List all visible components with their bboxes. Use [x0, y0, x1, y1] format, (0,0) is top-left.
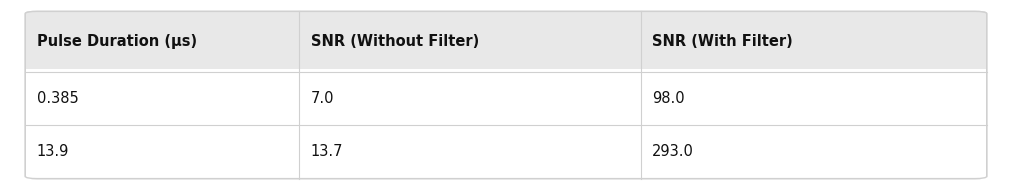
Text: SNR (With Filter): SNR (With Filter) [651, 34, 792, 49]
FancyBboxPatch shape [25, 11, 986, 179]
Text: Pulse Duration (μs): Pulse Duration (μs) [36, 34, 197, 49]
Text: 13.9: 13.9 [36, 144, 69, 159]
FancyBboxPatch shape [25, 11, 986, 179]
Text: SNR (Without Filter): SNR (Without Filter) [310, 34, 478, 49]
Text: 13.7: 13.7 [310, 144, 343, 159]
Text: 293.0: 293.0 [651, 144, 694, 159]
Text: 0.385: 0.385 [36, 91, 79, 106]
Bar [25, 69, 986, 179]
Text: 98.0: 98.0 [651, 91, 684, 106]
Text: 7.0: 7.0 [310, 91, 334, 106]
